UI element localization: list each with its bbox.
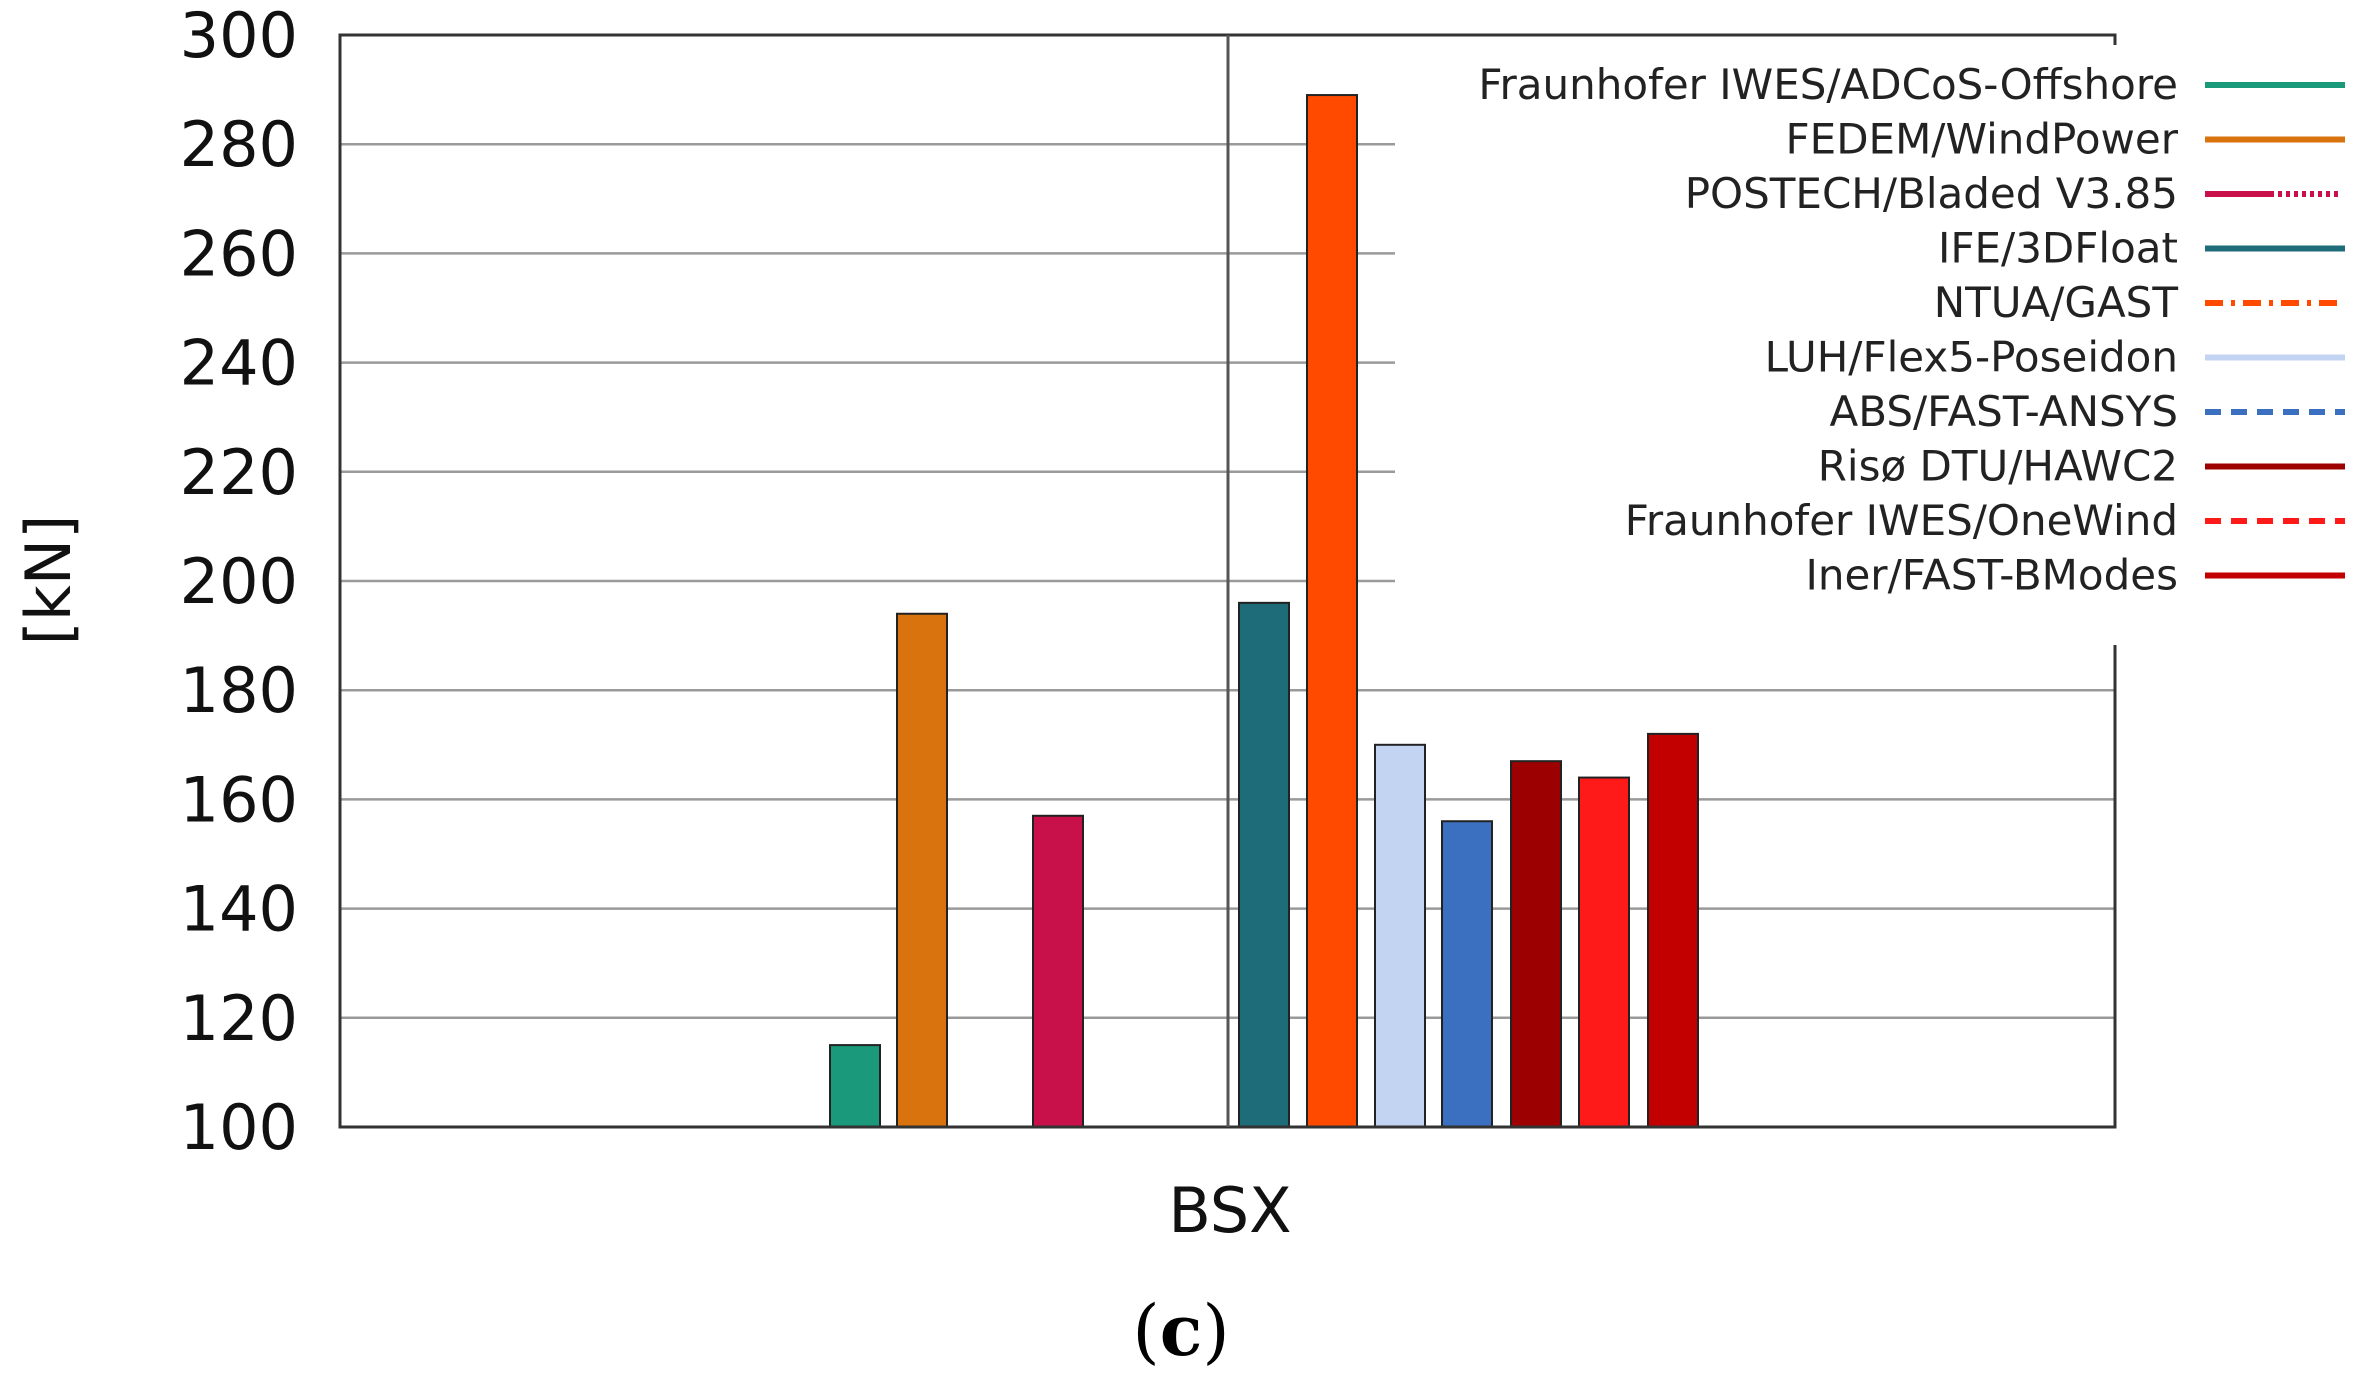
legend-label: Risø DTU/HAWC2 <box>1818 442 2178 491</box>
bar <box>829 1044 881 1128</box>
bar <box>1032 814 1084 1129</box>
bars <box>829 94 1699 1129</box>
legend-label: Fraunhofer IWES/OneWind <box>1625 496 2178 545</box>
bar <box>1578 776 1630 1128</box>
figure-caption: (c) <box>1132 1289 1229 1372</box>
y-tick-label: 240 <box>180 327 298 400</box>
bar <box>1647 732 1699 1128</box>
bar <box>1441 820 1493 1128</box>
legend-label: Fraunhofer IWES/ADCoS-Offshore <box>1478 60 2178 109</box>
y-tick-label: 220 <box>180 436 298 509</box>
y-tick-label: 180 <box>180 654 298 727</box>
y-tick-labels: 100 120 140 160 180 200 220 240 260 280 300 <box>180 0 298 1164</box>
bar <box>896 612 948 1128</box>
legend-background <box>1395 45 2362 645</box>
bar <box>1306 94 1358 1128</box>
bar <box>1510 760 1562 1128</box>
legend-label: POSTECH/Bladed V3.85 <box>1685 169 2178 218</box>
y-tick-label: 280 <box>180 108 298 181</box>
y-tick-label: 160 <box>180 763 298 836</box>
legend-label: NTUA/GAST <box>1934 278 2179 327</box>
caption-open: ( <box>1132 1290 1159 1372</box>
legend-label: Iner/FAST-BModes <box>1805 551 2178 600</box>
y-tick-label: 200 <box>180 545 298 618</box>
y-tick-label: 140 <box>180 873 298 946</box>
y-tick-label: 300 <box>180 0 298 72</box>
y-tick-label: 100 <box>180 1091 298 1164</box>
legend-label: ABS/FAST-ANSYS <box>1830 387 2178 436</box>
caption-close: ) <box>1202 1290 1229 1372</box>
y-tick-label: 120 <box>180 982 298 1055</box>
y-axis-label: [kN] <box>12 515 85 646</box>
x-category-label: BSX <box>1168 1174 1291 1247</box>
legend-label: FEDEM/WindPower <box>1786 115 2179 164</box>
legend-label: LUH/Flex5-Poseidon <box>1765 333 2178 382</box>
caption-letter: c <box>1160 1289 1203 1372</box>
bar <box>1374 743 1426 1128</box>
bar <box>1238 601 1290 1128</box>
legend: Fraunhofer IWES/ADCoS-Offshore FEDEM/Wind… <box>1395 45 2362 645</box>
legend-label: IFE/3DFloat <box>1938 224 2178 273</box>
y-tick-label: 260 <box>180 217 298 290</box>
